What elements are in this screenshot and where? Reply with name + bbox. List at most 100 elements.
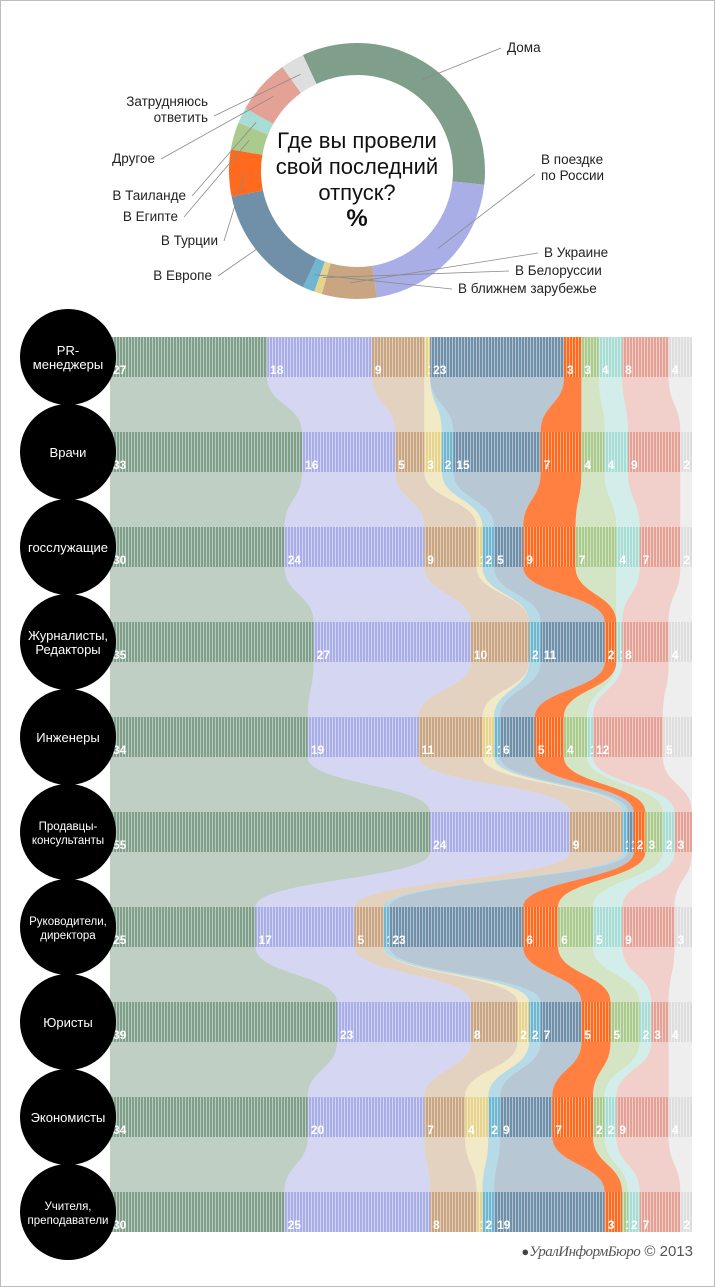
- bar-segment-egypt: [558, 907, 594, 947]
- flow-turkey-1: [540, 377, 582, 432]
- value-label-ukraine: 11: [421, 743, 434, 757]
- flow-thailand-8: [604, 1042, 652, 1097]
- flow-turkey-3: [523, 567, 617, 622]
- bar-segment-turkey: [523, 907, 559, 947]
- value-label-europe: 7: [544, 1028, 551, 1042]
- flow-near_abroad-6: [383, 852, 628, 907]
- bar-segment-turkey: [540, 432, 582, 472]
- value-label-other: 7: [643, 1218, 650, 1232]
- value-label-other: 12: [596, 743, 610, 757]
- value-label-egypt: 5: [614, 1028, 621, 1042]
- flow-egypt-5: [563, 757, 663, 812]
- flow-turkey-4: [534, 662, 617, 717]
- flow-other-3: [622, 567, 681, 622]
- bar-segment-russia: [255, 907, 355, 947]
- flow-unsure-6: [674, 852, 692, 907]
- flow-other-5: [593, 757, 692, 812]
- bar-segment-ukraine: [470, 622, 530, 662]
- value-label-other: 9: [631, 458, 638, 472]
- bar-segment-near_abroad: [383, 907, 390, 947]
- flow-russia-8: [307, 1042, 471, 1097]
- value-label-turkey: 7: [544, 458, 551, 472]
- value-label-ukraine: 9: [375, 363, 382, 377]
- value-label-europe: 6: [503, 743, 510, 757]
- category-badge: [20, 689, 116, 785]
- flow-turkey-8: [552, 1042, 611, 1097]
- bar-segment-belarus: [465, 1097, 489, 1137]
- bar-segment-home: [110, 337, 268, 377]
- donut-slice-near_abroad: [303, 258, 325, 292]
- value-label-belarus: 2: [520, 1028, 527, 1042]
- category-badge: [20, 784, 116, 880]
- donut-slice-belarus: [314, 261, 331, 295]
- flow-russia-4: [307, 662, 471, 717]
- leader-line-europe: [217, 240, 270, 277]
- donut-label-thailand: В Таиланде: [112, 188, 186, 203]
- bar-segment-egypt: [610, 1002, 640, 1042]
- flow-belarus-1: [424, 377, 442, 432]
- bar-segment-unsure: [668, 337, 692, 377]
- flow-belarus-8: [465, 1042, 530, 1097]
- flow-thailand-3: [616, 567, 640, 622]
- leader-line-unsure: [213, 73, 301, 117]
- bar-segment-home: [110, 1097, 308, 1137]
- value-label-unsure: 2: [683, 458, 690, 472]
- value-label-home: 33: [113, 458, 127, 472]
- flow-europe-5: [499, 757, 634, 812]
- bar-segment-ukraine: [395, 432, 425, 472]
- bar-segment-home: [110, 622, 314, 662]
- flow-thailand-4: [587, 662, 623, 717]
- value-label-home: 25: [113, 933, 127, 947]
- flow-other-2: [627, 472, 681, 527]
- bar-segment-other: [674, 812, 692, 852]
- bar-segment-near_abroad: [441, 432, 454, 472]
- bar-segment-belarus: [424, 432, 442, 472]
- donut-slice-other: [245, 67, 301, 124]
- value-label-russia: 25: [288, 1218, 302, 1232]
- flow-europe-3: [494, 567, 605, 622]
- value-label-russia: 16: [305, 458, 319, 472]
- flow-europe-8: [499, 1042, 582, 1097]
- value-label-belarus: 3: [427, 458, 434, 472]
- value-label-thailand: 5: [596, 933, 603, 947]
- bar-segment-russia: [307, 1097, 425, 1137]
- bar-segment-thailand: [587, 717, 594, 757]
- donut-label-near_abroad: В ближнем зарубежье: [458, 281, 597, 296]
- flow-russia-6: [255, 852, 570, 907]
- flow-ukraine-6: [354, 852, 623, 907]
- bar-segment-ukraine: [418, 717, 483, 757]
- bar-segment-europe: [494, 527, 524, 567]
- flow-turkey-6: [523, 852, 646, 907]
- leader-line-thailand: [191, 122, 257, 197]
- brand-name: УралИнформБюро: [529, 1244, 641, 1260]
- category-label: госслужащие: [28, 540, 108, 555]
- bar-segment-europe: [499, 1097, 553, 1137]
- leader-line-home: [422, 47, 502, 81]
- value-label-egypt: 6: [561, 933, 568, 947]
- value-label-europe: 23: [392, 933, 406, 947]
- value-label-turkey: 3: [567, 363, 574, 377]
- flow-belarus-9: [465, 1137, 489, 1192]
- flow-other-8: [616, 1042, 669, 1097]
- value-label-thailand: 4: [619, 553, 626, 567]
- value-label-turkey: 5: [538, 743, 545, 757]
- category-label: Журналисты, Редакторы: [28, 628, 108, 657]
- category-label: Продавцы-консультанты: [32, 821, 104, 847]
- donut-slice-turkey: [229, 149, 263, 197]
- donut-label-unsure: Затрудняюсь ответить: [126, 94, 208, 125]
- value-label-other: 3: [654, 1028, 661, 1042]
- bar-segment-russia: [284, 527, 425, 567]
- donut-slice-egypt: [230, 122, 269, 155]
- flow-thailand-1: [598, 377, 628, 432]
- category-badge: [20, 594, 116, 690]
- value-label-home: 27: [113, 363, 127, 377]
- bar-segment-europe: [627, 812, 634, 852]
- bar-segment-egypt: [575, 527, 617, 567]
- flow-egypt-6: [558, 852, 663, 907]
- flow-home-8: [110, 1042, 337, 1097]
- leader-line-ukraine: [350, 252, 539, 284]
- category-badge: [20, 404, 116, 500]
- flow-other-4: [593, 662, 669, 717]
- bar-segment-ukraine: [424, 527, 477, 567]
